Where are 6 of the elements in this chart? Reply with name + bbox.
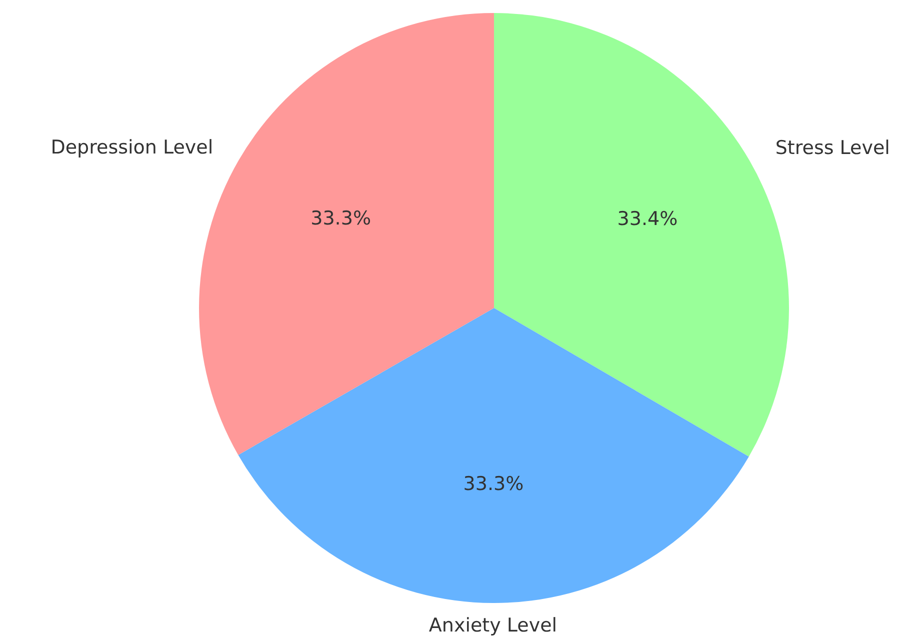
data-label: 33.3% <box>310 207 371 230</box>
data-label: 33.3% <box>463 472 524 495</box>
slice-label: Depression Level <box>50 136 214 158</box>
slice-label: Stress Level <box>775 137 890 160</box>
data-label: 33.4% <box>617 208 678 230</box>
slice-label: Anxiety Level <box>428 614 558 637</box>
